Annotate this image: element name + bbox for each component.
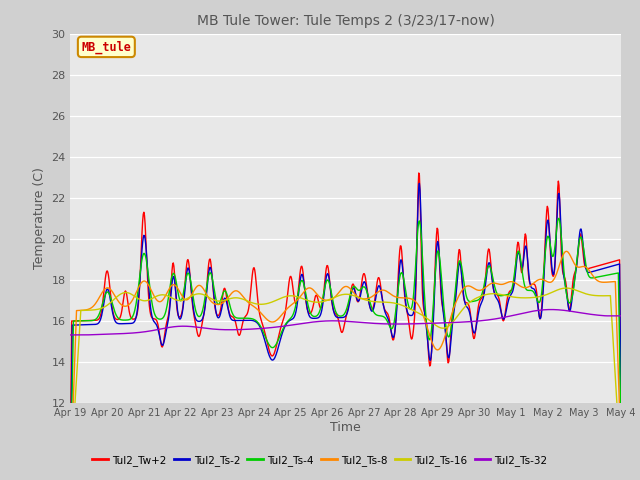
Text: MB_tule: MB_tule bbox=[81, 40, 131, 54]
Legend: Tul2_Tw+2, Tul2_Ts-2, Tul2_Ts-4, Tul2_Ts-8, Tul2_Ts-16, Tul2_Ts-32: Tul2_Tw+2, Tul2_Ts-2, Tul2_Ts-4, Tul2_Ts… bbox=[88, 451, 552, 470]
Title: MB Tule Tower: Tule Temps 2 (3/23/17-now): MB Tule Tower: Tule Temps 2 (3/23/17-now… bbox=[196, 14, 495, 28]
Y-axis label: Temperature (C): Temperature (C) bbox=[33, 168, 45, 269]
X-axis label: Time: Time bbox=[330, 421, 361, 434]
